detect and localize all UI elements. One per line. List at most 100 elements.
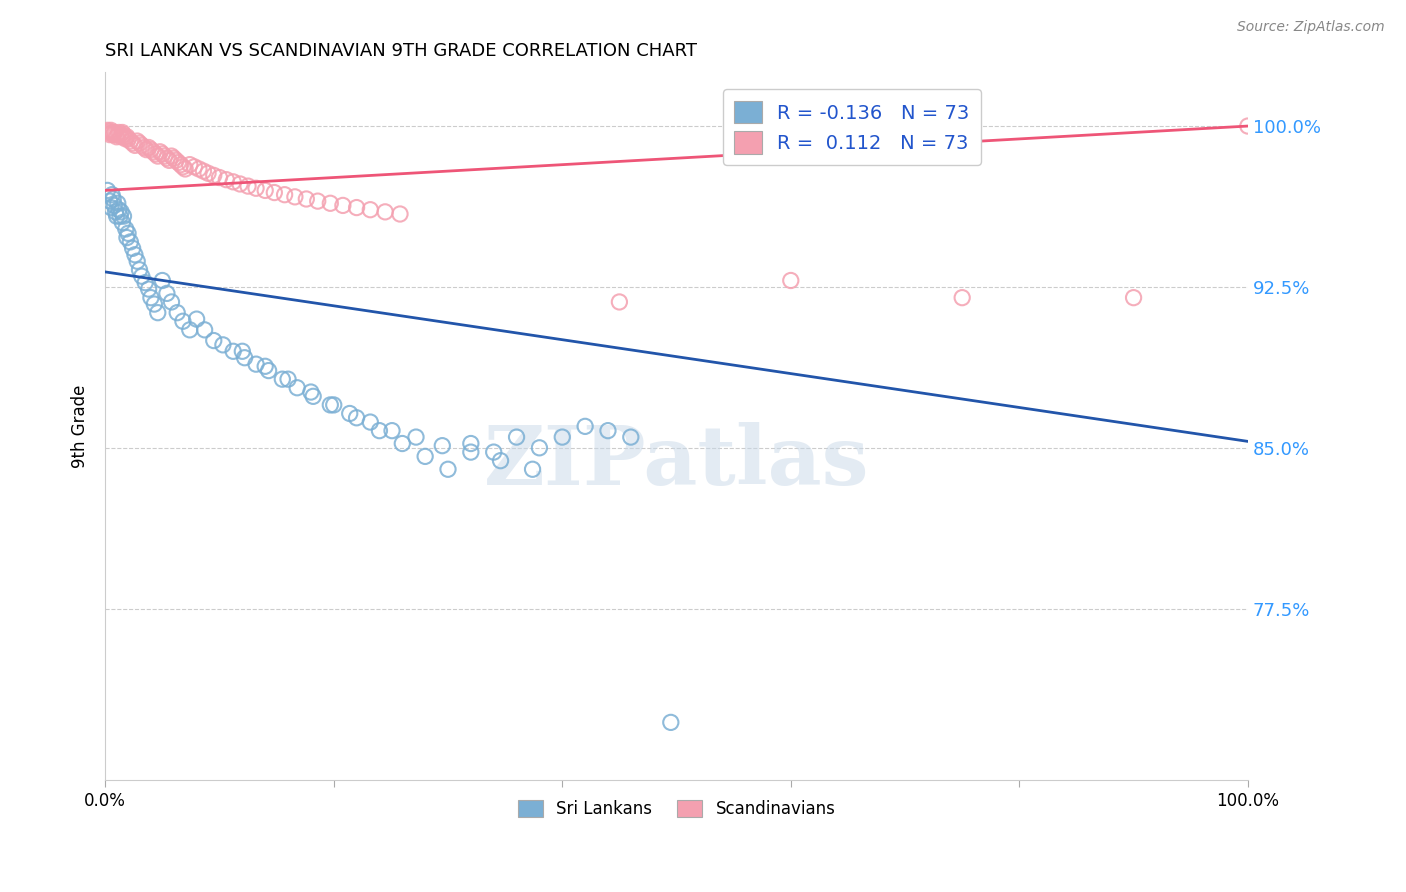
Point bbox=[112, 209, 135, 223]
Point bbox=[1237, 119, 1260, 133]
Point bbox=[163, 151, 186, 165]
Point bbox=[103, 198, 125, 212]
Point bbox=[482, 445, 505, 459]
Point bbox=[139, 143, 162, 157]
Point bbox=[135, 143, 157, 157]
Point bbox=[101, 126, 124, 140]
Point bbox=[245, 357, 267, 371]
Point bbox=[145, 147, 167, 161]
Point bbox=[551, 430, 574, 444]
Point bbox=[134, 276, 156, 290]
Point bbox=[138, 140, 160, 154]
Point bbox=[104, 205, 127, 219]
Point bbox=[150, 147, 173, 161]
Point bbox=[346, 201, 368, 215]
Point bbox=[169, 158, 191, 172]
Point bbox=[179, 323, 201, 337]
Point bbox=[103, 126, 125, 140]
Point bbox=[222, 175, 245, 189]
Point bbox=[100, 201, 122, 215]
Point bbox=[108, 126, 131, 140]
Point bbox=[405, 430, 427, 444]
Point bbox=[609, 295, 631, 310]
Point bbox=[194, 323, 217, 337]
Point bbox=[236, 179, 259, 194]
Point bbox=[332, 198, 354, 212]
Point bbox=[124, 248, 146, 262]
Point bbox=[160, 149, 183, 163]
Point bbox=[156, 286, 179, 301]
Point bbox=[96, 183, 118, 197]
Point bbox=[779, 273, 801, 287]
Point bbox=[229, 177, 252, 191]
Point bbox=[212, 338, 235, 352]
Point bbox=[96, 123, 118, 137]
Point bbox=[529, 441, 551, 455]
Point bbox=[172, 314, 194, 328]
Point bbox=[460, 445, 482, 459]
Point bbox=[460, 436, 482, 450]
Point bbox=[339, 407, 361, 421]
Point bbox=[115, 129, 138, 144]
Point bbox=[285, 381, 308, 395]
Point bbox=[132, 140, 155, 154]
Point bbox=[254, 183, 277, 197]
Point bbox=[437, 462, 460, 476]
Point bbox=[295, 192, 318, 206]
Point bbox=[179, 158, 201, 172]
Point bbox=[413, 450, 436, 464]
Point bbox=[187, 161, 209, 176]
Point bbox=[146, 306, 169, 320]
Point bbox=[307, 194, 329, 208]
Point bbox=[432, 439, 454, 453]
Point bbox=[1122, 291, 1144, 305]
Point bbox=[277, 372, 299, 386]
Legend: Sri Lankans, Scandinavians: Sri Lankans, Scandinavians bbox=[512, 794, 842, 825]
Point bbox=[112, 128, 135, 142]
Point bbox=[107, 196, 129, 211]
Point bbox=[257, 363, 280, 377]
Point bbox=[374, 205, 396, 219]
Point bbox=[100, 123, 122, 137]
Point bbox=[254, 359, 277, 374]
Point bbox=[108, 209, 131, 223]
Point bbox=[389, 207, 412, 221]
Point bbox=[522, 462, 544, 476]
Point bbox=[160, 295, 183, 310]
Point bbox=[108, 128, 131, 142]
Point bbox=[193, 164, 215, 178]
Point bbox=[117, 227, 139, 241]
Point bbox=[299, 385, 322, 400]
Point bbox=[114, 222, 136, 236]
Point bbox=[322, 398, 344, 412]
Point bbox=[222, 344, 245, 359]
Point bbox=[103, 192, 125, 206]
Point bbox=[101, 187, 124, 202]
Point bbox=[183, 160, 205, 174]
Point bbox=[319, 398, 342, 412]
Text: SRI LANKAN VS SCANDINAVIAN 9TH GRADE CORRELATION CHART: SRI LANKAN VS SCANDINAVIAN 9TH GRADE COR… bbox=[105, 42, 697, 60]
Point bbox=[284, 190, 307, 204]
Point bbox=[489, 453, 512, 467]
Point bbox=[359, 415, 381, 429]
Point bbox=[117, 132, 139, 146]
Point bbox=[215, 172, 238, 186]
Point bbox=[139, 291, 162, 305]
Point bbox=[208, 170, 231, 185]
Point bbox=[271, 372, 294, 386]
Point bbox=[107, 128, 129, 142]
Point bbox=[273, 187, 295, 202]
Point bbox=[186, 312, 208, 326]
Point bbox=[131, 138, 153, 153]
Point bbox=[111, 126, 134, 140]
Point bbox=[111, 216, 134, 230]
Point bbox=[120, 235, 142, 249]
Point bbox=[142, 145, 165, 159]
Point bbox=[166, 306, 188, 320]
Point bbox=[620, 430, 643, 444]
Point bbox=[157, 153, 180, 168]
Point bbox=[103, 128, 125, 142]
Point bbox=[368, 424, 391, 438]
Point bbox=[121, 241, 143, 255]
Point bbox=[98, 128, 121, 142]
